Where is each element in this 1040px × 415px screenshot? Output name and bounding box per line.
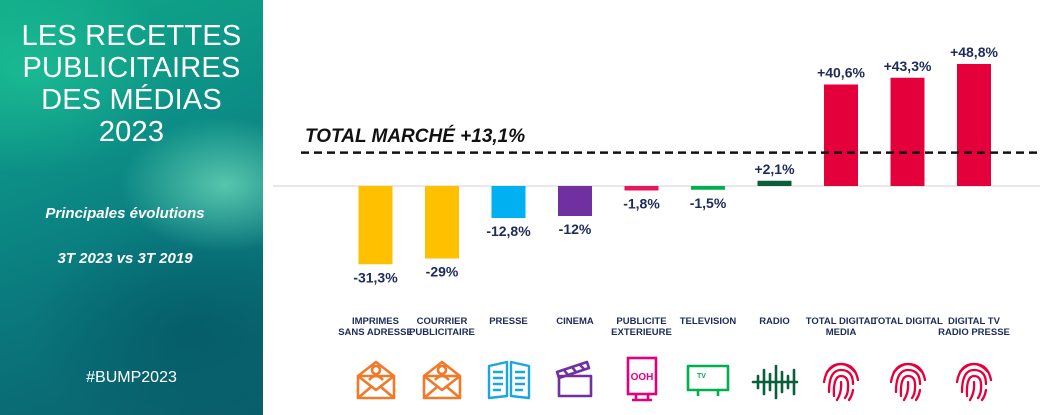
sidebar-title: LES RECETTES PUBLICITAIRES DES MÉDIAS 2023 (0, 20, 263, 148)
sidebar-title-line: PUBLICITAIRES (22, 52, 241, 84)
bar-value-label: -29% (426, 264, 459, 280)
category-label-line: IMPRIMES (352, 316, 399, 327)
clapperboard-icon (549, 352, 601, 404)
bar-value-label: +43,3% (884, 58, 932, 74)
bar-chart: -31,3% -29% -12,8% -12% -1,8% -1,5% +2,1% +40,6… (273, 44, 1040, 285)
sidebar-period: 3T 2023 vs 3T 2019 (57, 250, 193, 267)
category-label-line: COURRIER (416, 316, 468, 327)
billboard-ooh-icon: OOH (616, 352, 668, 404)
bar-value-label: -31,3% (353, 269, 398, 285)
bar-value-label: +40,6% (817, 65, 865, 81)
category-label-line: TOTAL DIGITAL (872, 316, 943, 327)
sidebar-title-line: 2023 (98, 116, 165, 148)
category-label-line: RADIO PRESSE (938, 327, 1010, 338)
radio-wave-icon (749, 352, 801, 404)
category-label: IMPRIMES SANS ADRESSE (333, 316, 419, 338)
fingerprint-icon (948, 352, 1000, 404)
bar (824, 84, 858, 186)
sidebar-title-line: DES MÉDIAS (41, 84, 222, 116)
bar-value-label: -12,8% (486, 223, 531, 239)
bar (757, 180, 792, 186)
mail-person-icon (416, 352, 468, 404)
bar-value-label: -1,8% (623, 196, 660, 212)
tv-icon: TV (682, 352, 734, 404)
category-label: PUBLICITE EXTERIEURE (599, 316, 685, 338)
category-label-line: DIGITAL TV (948, 316, 1000, 327)
bar-value-label: -12% (559, 221, 592, 237)
bar (691, 186, 725, 190)
bar (957, 64, 991, 186)
category-label-line: MEDIA (825, 327, 857, 338)
svg-text:TV: TV (697, 373, 706, 380)
category-label: DIGITAL TV RADIO PRESSE (931, 316, 1017, 338)
sidebar-panel: LES RECETTES PUBLICITAIRES DES MÉDIAS 2023 … (0, 0, 263, 415)
bar (491, 186, 526, 218)
bar (890, 77, 925, 186)
fingerprint-icon (882, 352, 934, 404)
category-label: PRESSE (466, 316, 552, 327)
category-label-line: PUBLICITE (616, 316, 667, 327)
bar (624, 186, 659, 191)
category-label: CINEMA (532, 316, 618, 327)
category-label-line: EXTERIEURE (611, 327, 672, 338)
sidebar-hashtag: #BUMP2023 (86, 369, 177, 386)
bar (358, 186, 393, 265)
bar-value-label: +2,1% (754, 161, 795, 177)
total-market-label: TOTAL MARCHÉ +13,1% (305, 126, 526, 147)
mail-person-icon (350, 352, 402, 404)
category-label-line: PUBLICITAIRE (409, 327, 475, 338)
category-label-line: TELEVISION (679, 316, 737, 327)
category-label: RADIO (732, 316, 818, 327)
newspaper-icon (483, 352, 535, 404)
sidebar-title-line: LES RECETTES (21, 20, 242, 52)
bar-value-label: +48,8% (950, 44, 998, 60)
category-label: TOTAL DIGITAL MEDIA (798, 316, 884, 338)
sidebar-subtitle: Principales évolutions (45, 205, 205, 222)
category-label-line: TOTAL DIGITAL (805, 316, 877, 327)
fingerprint-icon (815, 352, 867, 404)
bar-value-label: -1,5% (690, 195, 727, 211)
category-label-line: RADIO (759, 316, 790, 327)
bar (425, 186, 459, 259)
category-label-line: PRESSE (489, 316, 528, 327)
category-label-line: CINEMA (556, 316, 594, 327)
bar (558, 186, 592, 216)
category-label-line: SANS ADRESSE (338, 327, 413, 338)
category-label: TELEVISION (665, 316, 751, 327)
svg-text:OOH: OOH (630, 372, 653, 383)
category-label: COURRIER PUBLICITAIRE (399, 316, 485, 338)
category-label: TOTAL DIGITAL (865, 316, 951, 327)
